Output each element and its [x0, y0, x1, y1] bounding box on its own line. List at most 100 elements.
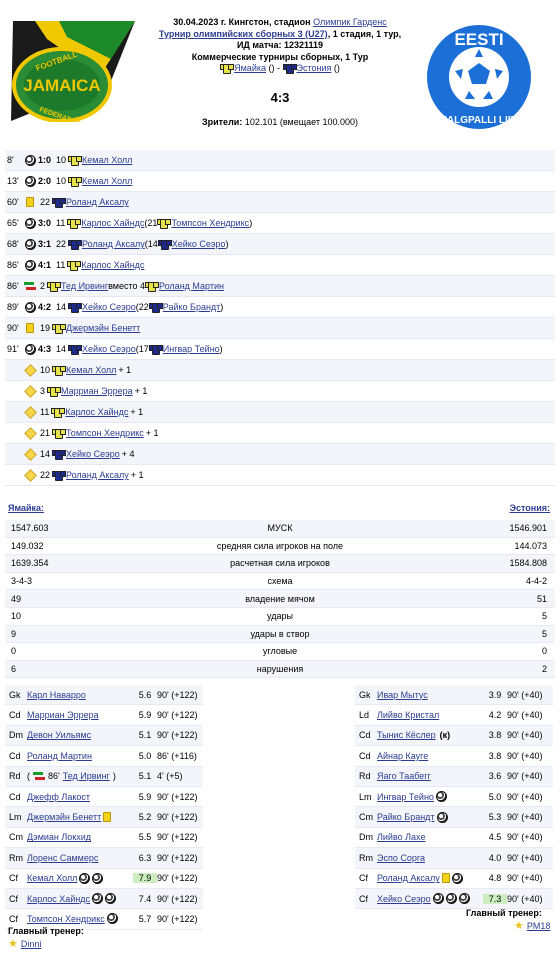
stat-home-value: 3-4-3	[11, 576, 33, 587]
player-rating: 3.8	[488, 750, 502, 761]
event-icon-slot	[22, 468, 38, 482]
stat-home-value: 0	[11, 646, 17, 657]
player-rating: 5.0	[138, 750, 152, 761]
tournament-link[interactable]: Турнир олимпийских сборных 3 (U27)	[158, 28, 328, 39]
lineup-player-link[interactable]: Тынис Кёслер	[377, 730, 436, 741]
stat-label: средняя сила игроков на поле	[216, 540, 344, 551]
lineup-row: Cd Тынис Кёслер (к) 3.8 90' (+40)	[355, 725, 553, 747]
event-icon-slot	[22, 154, 38, 166]
lineup-player-link[interactable]: Яаго Таабегг	[377, 771, 431, 782]
player-number: 11	[40, 407, 50, 417]
lineup-player-link[interactable]: Тед Ирвинг	[62, 771, 110, 782]
lineup-player-link[interactable]: Айнар Кауге	[377, 750, 429, 761]
event-icon-slot	[22, 281, 38, 291]
event-icon-slot	[22, 384, 38, 398]
event-score: 4:2	[38, 302, 52, 312]
lineup-player-link[interactable]: Лийво Кристал	[377, 710, 440, 721]
event-player-link[interactable]: Томпсон Хендрикс	[66, 428, 144, 438]
lineup-player-link[interactable]: Лийво Лахе	[377, 832, 426, 843]
replaced-player-link[interactable]: Роланд Мартин	[159, 281, 224, 291]
player-name-cell: Девон Уильямс	[27, 730, 133, 740]
star-icon: ★	[8, 938, 18, 950]
lineup-player-link[interactable]: Райко Брандт	[377, 812, 435, 823]
event-player-link[interactable]: Карлос Хайндс	[81, 218, 145, 228]
yellow-card-icon	[103, 812, 112, 823]
lineup-player-link[interactable]: Карлос Хайндс	[27, 893, 91, 904]
lineup-player-link[interactable]: Лоренс Саммерс	[27, 852, 99, 863]
lineup-player-link[interactable]: Девон Уильямс	[27, 730, 92, 741]
player-position: Cf	[9, 873, 18, 884]
event-icon-slot	[22, 405, 38, 419]
stat-home-value: 9	[11, 628, 17, 639]
player-position: Cf	[359, 873, 368, 884]
assist-player-link[interactable]: Ингвар Тейно	[162, 344, 220, 354]
away-coach-name[interactable]: PM18	[526, 920, 551, 931]
event-player-link[interactable]: Роланд Аксалу	[82, 239, 145, 249]
lineup-player-link[interactable]: Джермэйн Бенетт	[27, 812, 102, 823]
stat-label: угловые	[262, 646, 298, 657]
player-name-cell: Лоренс Саммерс	[27, 853, 133, 863]
lineup-player-link[interactable]: Марриан Эррера	[27, 710, 99, 721]
jamaica-shirt-icon	[145, 281, 160, 292]
lineup-player-link[interactable]: Роланд Аксалу	[377, 873, 440, 884]
lineup-player-link[interactable]: Джефф Лакост	[27, 791, 91, 802]
home-lineup: Gk Карл Наварро 5.6 90' (+122) Cd Марриан Эрр…	[5, 685, 203, 930]
player-minutes: 86' (+116)	[157, 750, 197, 761]
away-team-link[interactable]: Эстония	[296, 63, 332, 73]
event-player-link[interactable]: Хейко Сеэро	[82, 302, 136, 312]
lineup-player-link[interactable]: Карл Наварро	[27, 689, 86, 700]
ball-icon	[92, 872, 104, 884]
event-player-link[interactable]: Хейко Сеэро	[82, 344, 136, 354]
event-player-link[interactable]: Джермэйн Бенетт	[66, 323, 141, 333]
lineup-player-link[interactable]: Эспо Сорга	[377, 852, 425, 863]
player-position: Lm	[9, 812, 22, 823]
event-player-link[interactable]: Тед Ирвинг	[61, 281, 109, 291]
lineup-row: Cd Роланд Мартин 5.0 86' (+116)	[5, 746, 203, 767]
player-rating: 5.2	[138, 812, 152, 823]
player-number: 11	[56, 260, 66, 270]
assist-player-link[interactable]: Томпсон Хендрикс	[171, 218, 250, 228]
event-player-link[interactable]: Роланд Аксалу	[66, 197, 129, 207]
event-score: 2:0	[38, 176, 52, 186]
home-coach-name[interactable]: Dinni	[20, 938, 42, 949]
lineup-player-link[interactable]: Ивар Мытус	[377, 689, 428, 700]
player-minutes: 90' (+40)	[507, 812, 543, 823]
lineup-player-link[interactable]: Ингвар Тейно	[377, 791, 434, 802]
assist-player-link[interactable]: Райко Брандт	[162, 302, 221, 312]
event-player-link[interactable]: Карлос Хайндс	[65, 407, 129, 417]
lineup-row: Cf Хейко Сеэро 7.3 90' (+40)	[355, 888, 553, 910]
assist-prefix: (14	[144, 239, 158, 249]
lineup-player-link[interactable]: Хейко Сеэро	[377, 893, 431, 904]
assist-prefix: (17	[135, 344, 149, 354]
event-row: 21 Томпсон Хендрикс + 1	[5, 423, 555, 444]
ball-icon	[106, 913, 118, 925]
player-rating: 5.9	[138, 710, 152, 721]
event-player-link[interactable]: Роланд Аксалу	[66, 470, 129, 480]
event-player-link[interactable]: Хейко Сеэро	[66, 449, 120, 459]
stadium-link[interactable]: Олимпик Гарденс	[313, 17, 387, 27]
estonia-shirt-icon	[68, 344, 83, 355]
lineup-player-link[interactable]: Кемал Холл	[27, 873, 78, 884]
player-rating: 5.1	[138, 730, 152, 741]
player-position: Cm	[359, 812, 373, 823]
event-player-link[interactable]: Кемал Холл	[66, 365, 117, 375]
lineup-row: Lm Джермэйн Бенетт 5.2 90' (+122)	[5, 807, 203, 828]
home-team-link[interactable]: Ямайка	[234, 63, 266, 73]
lineup-player-link[interactable]: Томпсон Хендрикс	[27, 913, 105, 924]
estonia-shirt-icon	[68, 239, 83, 250]
event-player-link[interactable]: Карлос Хайндс	[81, 260, 145, 270]
player-position: Ld	[359, 710, 370, 721]
event-player-link[interactable]: Марриан Эррера	[61, 386, 133, 396]
event-score: 1:0	[38, 155, 52, 165]
assist-player-link[interactable]: Хейко Сеэро	[171, 239, 226, 249]
rating-bonus-icon	[23, 468, 37, 482]
home-team-label[interactable]: Ямайка:	[8, 503, 45, 513]
event-player-link[interactable]: Кемал Холл	[82, 155, 133, 165]
player-name-cell: (86' Тед Ирвинг)	[27, 771, 133, 781]
jamaica-shirt-icon	[68, 176, 83, 187]
event-row: 11 Карлос Хайндс + 1	[5, 402, 555, 423]
lineup-player-link[interactable]: Дэмиан Локхид	[27, 832, 92, 843]
event-player-link[interactable]: Кемал Холл	[82, 176, 133, 186]
away-team-label[interactable]: Эстония:	[509, 503, 550, 513]
lineup-player-link[interactable]: Роланд Мартин	[27, 750, 92, 761]
